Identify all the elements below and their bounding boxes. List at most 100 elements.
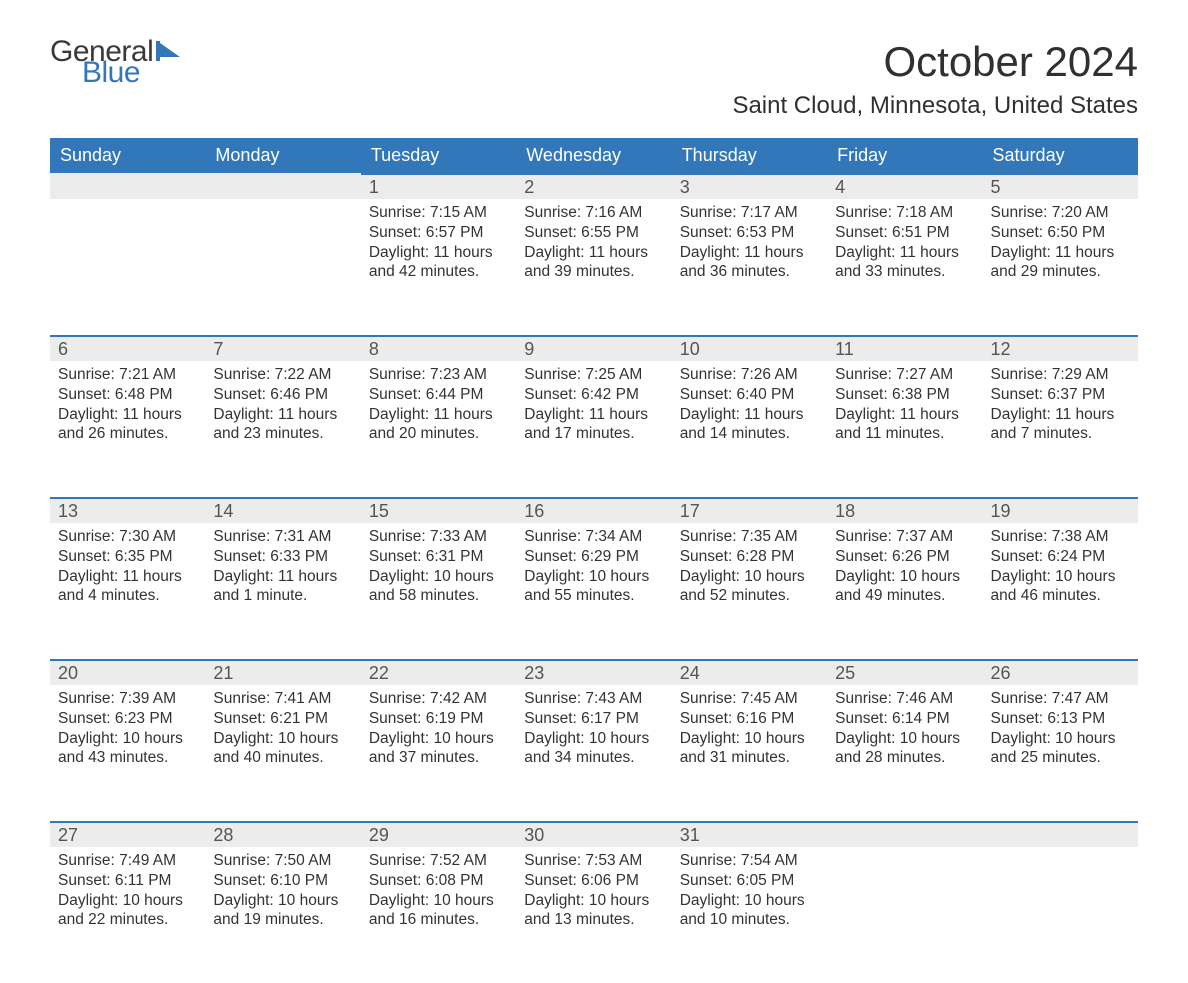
sunrise-line: Sunrise: 7:31 AM [213,527,352,547]
daylight-line: Daylight: 10 hours and 13 minutes. [524,891,663,931]
sunrise-line: Sunrise: 7:50 AM [213,851,352,871]
daylight-line: Daylight: 10 hours and 46 minutes. [991,567,1130,607]
day-details: Sunrise: 7:21 AMSunset: 6:48 PMDaylight:… [50,361,205,454]
daylight-line: Daylight: 10 hours and 58 minutes. [369,567,508,607]
daylight-line: Daylight: 10 hours and 43 minutes. [58,729,197,769]
sunset-line: Sunset: 6:55 PM [524,223,663,243]
day-number: 6 [50,335,205,361]
sunrise-line: Sunrise: 7:27 AM [835,365,974,385]
day-details: Sunrise: 7:39 AMSunset: 6:23 PMDaylight:… [50,685,205,778]
sunset-line: Sunset: 6:40 PM [680,385,819,405]
day-cell: Sunrise: 7:27 AMSunset: 6:38 PMDaylight:… [827,361,982,497]
day-number: 15 [361,497,516,523]
sunrise-line: Sunrise: 7:25 AM [524,365,663,385]
sunrise-line: Sunrise: 7:22 AM [213,365,352,385]
day-details: Sunrise: 7:47 AMSunset: 6:13 PMDaylight:… [983,685,1138,778]
day-details: Sunrise: 7:35 AMSunset: 6:28 PMDaylight:… [672,523,827,616]
sunset-line: Sunset: 6:51 PM [835,223,974,243]
day-cell: Sunrise: 7:34 AMSunset: 6:29 PMDaylight:… [516,523,671,659]
day-cell: Sunrise: 7:53 AMSunset: 6:06 PMDaylight:… [516,847,671,983]
page-subtitle: Saint Cloud, Minnesota, United States [50,92,1138,120]
week-daynum-row: 6789101112 [50,335,1138,361]
day-details: Sunrise: 7:37 AMSunset: 6:26 PMDaylight:… [827,523,982,616]
sunrise-line: Sunrise: 7:37 AM [835,527,974,547]
sunset-line: Sunset: 6:19 PM [369,709,508,729]
sunrise-line: Sunrise: 7:23 AM [369,365,508,385]
day-details: Sunrise: 7:16 AMSunset: 6:55 PMDaylight:… [516,199,671,292]
sunset-line: Sunset: 6:06 PM [524,871,663,891]
day-number: 27 [50,821,205,847]
day-cell: Sunrise: 7:30 AMSunset: 6:35 PMDaylight:… [50,523,205,659]
sunrise-line: Sunrise: 7:29 AM [991,365,1130,385]
daylight-line: Daylight: 10 hours and 49 minutes. [835,567,974,607]
sunrise-line: Sunrise: 7:52 AM [369,851,508,871]
daylight-line: Daylight: 10 hours and 10 minutes. [680,891,819,931]
day-cell: Sunrise: 7:17 AMSunset: 6:53 PMDaylight:… [672,199,827,335]
day-number: 5 [983,173,1138,199]
sunrise-line: Sunrise: 7:49 AM [58,851,197,871]
day-cell: Sunrise: 7:54 AMSunset: 6:05 PMDaylight:… [672,847,827,983]
day-cell: Sunrise: 7:52 AMSunset: 6:08 PMDaylight:… [361,847,516,983]
day-details: Sunrise: 7:54 AMSunset: 6:05 PMDaylight:… [672,847,827,940]
day-cell: Sunrise: 7:49 AMSunset: 6:11 PMDaylight:… [50,847,205,983]
sunset-line: Sunset: 6:26 PM [835,547,974,567]
daylight-line: Daylight: 11 hours and 26 minutes. [58,405,197,445]
col-tuesday: Tuesday [361,138,516,173]
day-details: Sunrise: 7:31 AMSunset: 6:33 PMDaylight:… [205,523,360,616]
sunset-line: Sunset: 6:35 PM [58,547,197,567]
day-number [50,173,205,199]
day-cell: Sunrise: 7:46 AMSunset: 6:14 PMDaylight:… [827,685,982,821]
sunset-line: Sunset: 6:29 PM [524,547,663,567]
page-title: October 2024 [883,38,1138,86]
day-number: 12 [983,335,1138,361]
day-number: 7 [205,335,360,361]
day-number [205,173,360,199]
day-details: Sunrise: 7:49 AMSunset: 6:11 PMDaylight:… [50,847,205,940]
day-number: 21 [205,659,360,685]
day-details: Sunrise: 7:53 AMSunset: 6:06 PMDaylight:… [516,847,671,940]
day-cell: Sunrise: 7:18 AMSunset: 6:51 PMDaylight:… [827,199,982,335]
day-cell: Sunrise: 7:20 AMSunset: 6:50 PMDaylight:… [983,199,1138,335]
sunrise-line: Sunrise: 7:21 AM [58,365,197,385]
day-details: Sunrise: 7:26 AMSunset: 6:40 PMDaylight:… [672,361,827,454]
daylight-line: Daylight: 10 hours and 34 minutes. [524,729,663,769]
sunrise-line: Sunrise: 7:33 AM [369,527,508,547]
brand-word2: Blue [82,59,182,86]
day-cell: Sunrise: 7:50 AMSunset: 6:10 PMDaylight:… [205,847,360,983]
day-details: Sunrise: 7:25 AMSunset: 6:42 PMDaylight:… [516,361,671,454]
sunrise-line: Sunrise: 7:47 AM [991,689,1130,709]
sunrise-line: Sunrise: 7:46 AM [835,689,974,709]
day-details: Sunrise: 7:50 AMSunset: 6:10 PMDaylight:… [205,847,360,940]
day-cell: Sunrise: 7:23 AMSunset: 6:44 PMDaylight:… [361,361,516,497]
day-number: 24 [672,659,827,685]
daylight-line: Daylight: 11 hours and 17 minutes. [524,405,663,445]
day-cell: Sunrise: 7:31 AMSunset: 6:33 PMDaylight:… [205,523,360,659]
day-number: 20 [50,659,205,685]
daylight-line: Daylight: 11 hours and 1 minute. [213,567,352,607]
day-cell [827,847,982,983]
daylight-line: Daylight: 10 hours and 16 minutes. [369,891,508,931]
day-cell: Sunrise: 7:33 AMSunset: 6:31 PMDaylight:… [361,523,516,659]
sunset-line: Sunset: 6:57 PM [369,223,508,243]
day-cell: Sunrise: 7:15 AMSunset: 6:57 PMDaylight:… [361,199,516,335]
col-thursday: Thursday [672,138,827,173]
sunset-line: Sunset: 6:11 PM [58,871,197,891]
day-cell [205,199,360,335]
day-number: 10 [672,335,827,361]
daylight-line: Daylight: 10 hours and 25 minutes. [991,729,1130,769]
day-details: Sunrise: 7:17 AMSunset: 6:53 PMDaylight:… [672,199,827,292]
day-number: 16 [516,497,671,523]
week-body-row: Sunrise: 7:39 AMSunset: 6:23 PMDaylight:… [50,685,1138,821]
day-cell: Sunrise: 7:41 AMSunset: 6:21 PMDaylight:… [205,685,360,821]
daylight-line: Daylight: 10 hours and 52 minutes. [680,567,819,607]
day-details: Sunrise: 7:46 AMSunset: 6:14 PMDaylight:… [827,685,982,778]
day-cell: Sunrise: 7:16 AMSunset: 6:55 PMDaylight:… [516,199,671,335]
daylight-line: Daylight: 11 hours and 7 minutes. [991,405,1130,445]
day-details: Sunrise: 7:52 AMSunset: 6:08 PMDaylight:… [361,847,516,940]
day-number: 13 [50,497,205,523]
day-details: Sunrise: 7:30 AMSunset: 6:35 PMDaylight:… [50,523,205,616]
day-details: Sunrise: 7:33 AMSunset: 6:31 PMDaylight:… [361,523,516,616]
day-number: 18 [827,497,982,523]
sunrise-line: Sunrise: 7:17 AM [680,203,819,223]
brand-flag-icon [156,41,182,61]
